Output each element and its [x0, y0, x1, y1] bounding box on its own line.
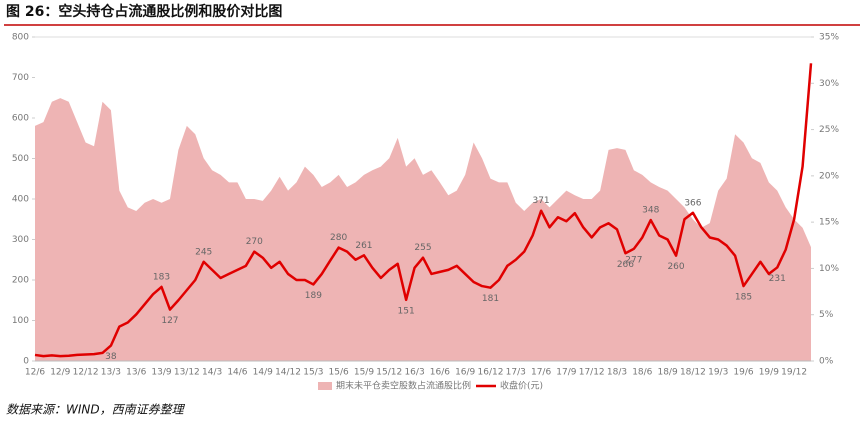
y2-tick-label: 35%	[819, 33, 839, 43]
y2-tick-label: 15%	[819, 218, 839, 228]
line	[34, 63, 813, 358]
data-label: 181	[482, 294, 499, 304]
x-tick-label: 13/3	[101, 368, 121, 378]
x-tick-label: 14/3	[202, 368, 222, 378]
data-label: 277	[625, 255, 642, 265]
x-tick-label: 17/12	[579, 368, 605, 378]
x-tick-label: 16/12	[478, 368, 504, 378]
x-tick-label: 18/12	[680, 368, 706, 378]
x-tick-label: 19/3	[708, 368, 728, 378]
x-tick-label: 19/12	[781, 368, 807, 378]
x-tick-label: 19/9	[759, 368, 779, 378]
x-tick-label: 14/6	[227, 368, 247, 378]
y-tick-label: 100	[12, 316, 29, 326]
chart-title: 图 26：空头持仓占流通股比例和股价对比图	[6, 3, 282, 20]
x-tick-label: 18/6	[632, 368, 652, 378]
data-label: 270	[246, 237, 263, 247]
y2-tick-label: 0%	[819, 357, 834, 367]
data-label: 231	[769, 274, 786, 284]
legend-label: 收盘价(元)	[500, 380, 543, 392]
data-label: 266	[617, 260, 634, 270]
source-note: 数据来源：WIND，西南证券整理	[6, 403, 186, 417]
legend-label: 期末未平仓卖空股数占流通股比例	[336, 380, 471, 392]
y-tick-label: 200	[12, 276, 29, 286]
x-tick-label: 19/6	[733, 368, 753, 378]
x-tick-label: 13/9	[151, 368, 171, 378]
y-tick-label: 0	[23, 357, 29, 367]
x-tick-label: 13/6	[126, 368, 146, 378]
x-tick-label: 16/9	[455, 368, 475, 378]
y-tick-label: 700	[12, 73, 29, 83]
x-tick-label: 15/12	[376, 368, 402, 378]
y2-tick-label: 20%	[819, 171, 839, 181]
area	[35, 98, 811, 362]
legend-swatch	[318, 382, 332, 390]
data-label: 151	[398, 306, 415, 316]
x-tick-label: 15/3	[303, 368, 323, 378]
x-tick-label: 16/6	[430, 368, 450, 378]
x-tick-label: 12/9	[50, 368, 70, 378]
x-tick-label: 12/6	[25, 368, 45, 378]
x-tick-label: 15/6	[329, 368, 349, 378]
x-tick-label: 12/12	[73, 368, 99, 378]
x-tick-label: 17/3	[506, 368, 526, 378]
data-label: 280	[330, 233, 347, 243]
x-tick-label: 17/6	[531, 368, 551, 378]
data-label: 261	[355, 241, 372, 251]
y2-tick-label: 5%	[819, 310, 834, 320]
x-tick-label: 15/9	[354, 368, 374, 378]
data-label: 245	[195, 247, 212, 257]
data-label: 183	[153, 272, 170, 282]
y-tick-label: 600	[12, 114, 29, 124]
data-label: 189	[305, 291, 322, 301]
data-label: 127	[161, 316, 178, 326]
data-label: 38	[105, 352, 117, 362]
x-tick-label: 18/9	[657, 368, 677, 378]
x-tick-label: 17/9	[556, 368, 576, 378]
x-tick-label: 13/12	[174, 368, 200, 378]
data-label: 185	[735, 293, 752, 303]
data-label: 366	[684, 198, 701, 208]
x-tick-label: 18/3	[607, 368, 627, 378]
y-tick-label: 500	[12, 154, 29, 164]
x-tick-label: 14/9	[253, 368, 273, 378]
y2-tick-label: 25%	[819, 125, 839, 135]
y-tick-label: 400	[12, 195, 29, 205]
data-label: 260	[667, 262, 684, 272]
y-tick-label: 300	[12, 235, 29, 245]
x-tick-label: 16/3	[404, 368, 424, 378]
y2-tick-label: 10%	[819, 264, 839, 274]
data-label: 348	[642, 206, 659, 216]
x-tick-label: 14/12	[275, 368, 301, 378]
data-label: 371	[532, 196, 549, 206]
y2-tick-label: 30%	[819, 79, 839, 89]
y-tick-label: 800	[12, 33, 29, 43]
data-label: 255	[414, 243, 431, 253]
